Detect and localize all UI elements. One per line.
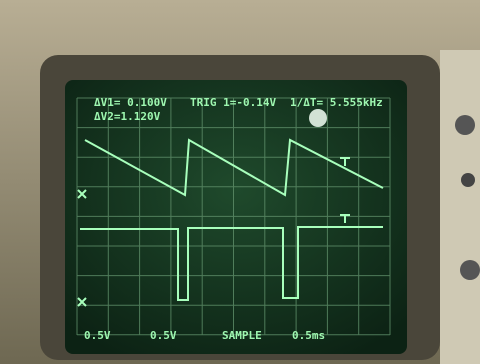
knob bbox=[460, 260, 480, 280]
dv2-readout: ΔV2=1.120V bbox=[94, 110, 161, 123]
control-panel bbox=[440, 50, 480, 364]
dv1-readout: ΔV1= 0.100V bbox=[94, 96, 167, 109]
time-scale: 0.5ms bbox=[292, 329, 325, 342]
knob bbox=[461, 173, 475, 187]
glare bbox=[309, 109, 327, 127]
freq-readout: 1/ΔT= 5.555kHz bbox=[290, 96, 383, 109]
mode-readout: SAMPLE bbox=[222, 329, 262, 342]
trig-readout: TRIG 1=-0.14V bbox=[190, 96, 276, 109]
oscilloscope-photo: ΔV1= 0.100V TRIG 1=-0.14V 1/ΔT= 5.555kHz… bbox=[0, 0, 480, 364]
ch1-scale: 0.5V bbox=[84, 329, 111, 342]
ch2-scale: 0.5V bbox=[150, 329, 177, 342]
knob bbox=[455, 115, 475, 135]
